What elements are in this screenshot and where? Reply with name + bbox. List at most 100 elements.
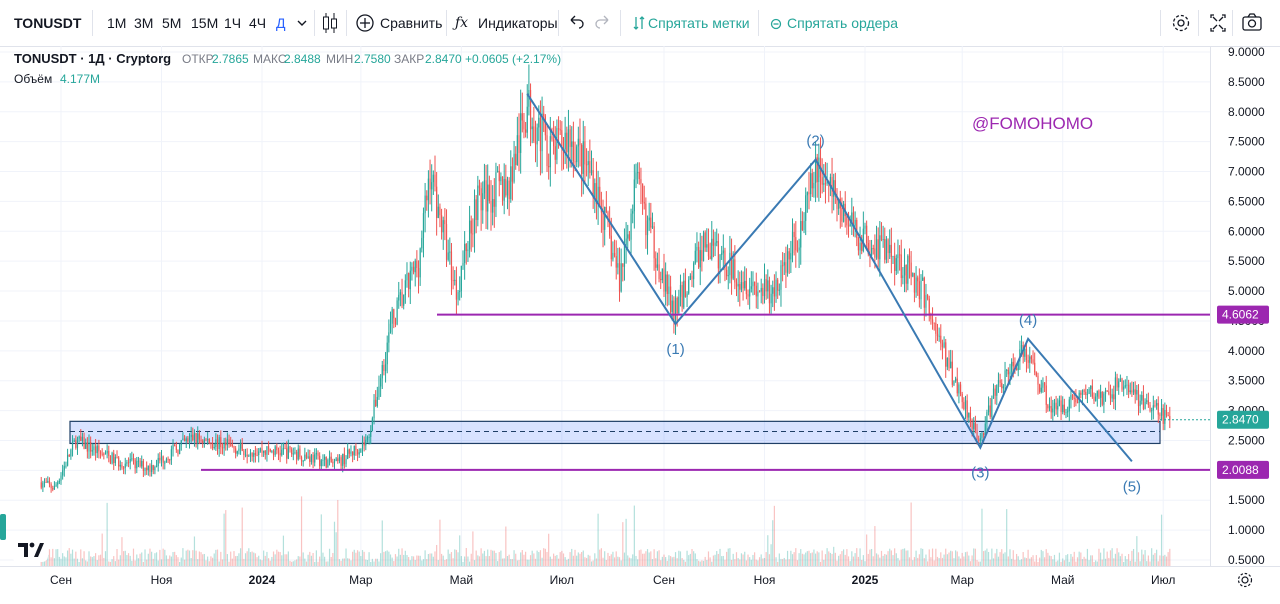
candle-body [228,438,230,445]
volume-bar [745,560,747,566]
candles-icon[interactable] [320,0,340,46]
volume-bar [780,558,782,566]
candle-body [1083,390,1085,392]
camera-icon[interactable] [1241,0,1263,46]
candle-body [941,343,944,348]
volume-bar [134,560,136,566]
hide-marks-icon[interactable] [632,0,646,46]
candle-body [1164,409,1166,424]
hide-orders-icon[interactable] [770,0,782,46]
volume-bar [824,554,827,566]
volume-bar [73,558,75,566]
candle-body [571,141,573,147]
candle-body [195,433,197,443]
interval-15m[interactable]: 15М [191,15,219,31]
redo-icon[interactable] [594,0,612,46]
divider [558,10,559,36]
interval-1m[interactable]: 1М [107,15,127,31]
volume-bar [880,550,883,566]
volume-bar [996,548,998,566]
candle-body [1146,400,1148,402]
interval-5m[interactable]: 5М [162,15,182,31]
volume-bar [538,552,540,566]
compare-button[interactable]: Сравнить [380,15,443,31]
undo-icon[interactable] [567,0,585,46]
candle-body [836,195,838,209]
candle-body [903,264,906,276]
settings-icon[interactable] [1170,0,1192,46]
interval-3m[interactable]: 3М [134,15,154,31]
top-toolbar: TONUSDT 1М 3М 5М 15М 1Ч 4Ч Д Сравнить ƒx… [0,0,1280,47]
volume-bar [612,551,614,566]
volume-bar [340,560,342,566]
volume-bar [772,520,774,566]
candle-body [218,437,220,449]
candle-body [857,238,860,251]
interval-4h[interactable]: 4Ч [249,15,267,31]
tradingview-logo[interactable] [12,532,48,562]
volume-bar [437,560,439,566]
candle-body [851,212,853,224]
volume-bar [1030,557,1033,566]
volume-bar [263,550,265,566]
candle-body [488,184,490,202]
wave-label: (1) [666,341,684,358]
fullscreen-icon[interactable] [1208,0,1228,46]
chart-area[interactable]: (1)(2)(3)(4)(5) 0.50001.00001.50002.0000… [0,45,1280,599]
settings-gear-icon[interactable] [1237,572,1253,588]
volume-bar [297,556,299,566]
fx-icon[interactable]: ƒx [455,15,469,31]
candle-body [933,322,935,324]
volume-bar [828,551,830,566]
candle-body [312,454,314,463]
volume-bar [281,555,283,566]
volume-bar [915,550,917,566]
volume-bar [635,555,637,566]
volume-bar [737,558,739,566]
volume-bar [1098,548,1100,566]
candle-body [1009,371,1011,375]
candle-body [1091,385,1093,397]
volume-bar [111,559,113,566]
plus-circle-icon[interactable] [355,0,375,46]
candle-body [297,448,299,460]
candle-body [370,431,372,437]
volume-bar [783,557,785,566]
candles [40,64,1171,493]
candle-body [678,296,680,314]
candle-body [365,439,367,446]
volume-bar [668,555,670,566]
volume-bar [325,561,327,566]
volume-bar [414,559,416,566]
volume-bar [617,556,619,566]
candle-body [528,90,530,107]
candle-body [950,361,952,369]
candle-body [304,454,306,461]
side-panel-handle[interactable] [0,514,6,540]
chevron-down-icon[interactable] [296,0,308,46]
interval-1h[interactable]: 1Ч [224,15,242,31]
volume-bar [841,551,843,566]
time-axis[interactable]: Сен Ноя 2024 Мар Май Июл Сен Ноя 2025 Мар Май Июл [50,573,1175,587]
hide-orders-button[interactable]: Спрятать ордера [787,15,899,31]
price-chart[interactable]: (1)(2)(3)(4)(5) 0.50001.00001.50002.0000… [0,45,1280,599]
candle-body [1067,411,1069,413]
candle-body [258,451,260,455]
candle-body [777,279,779,291]
divider [620,10,621,36]
symbol-search[interactable]: TONUSDT [14,15,82,31]
price-axis[interactable]: 0.50001.00001.50002.00002.50003.00003.50… [1217,45,1269,567]
indicators-button[interactable]: Индикаторы [478,15,558,31]
hide-marks-button[interactable]: Спрятать метки [648,15,750,31]
candle-body [663,268,665,292]
interval-1d[interactable]: Д [276,15,286,31]
volume-bar [1152,554,1154,566]
volume-bar [518,560,520,566]
volume-bar [1109,550,1112,566]
volume-bar [1045,549,1047,566]
candle-body [424,195,426,214]
volume-bar [767,535,769,566]
candle-body [543,113,545,117]
volume-bar [62,553,64,566]
volume-bar [483,550,486,566]
